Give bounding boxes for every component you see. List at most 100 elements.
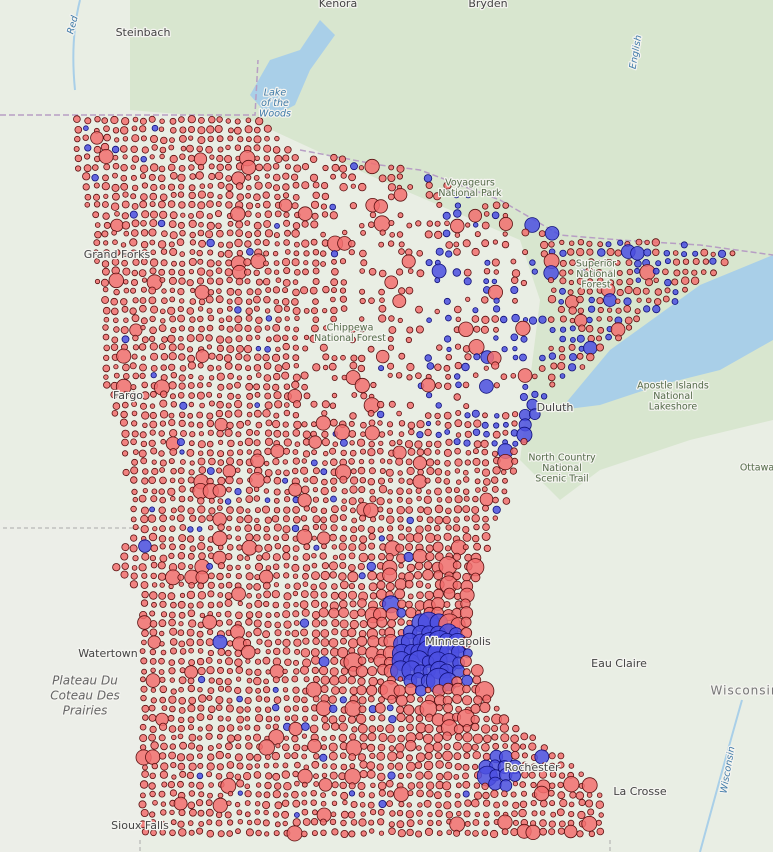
precinct-dot (557, 761, 565, 769)
precinct-dot (272, 563, 280, 571)
precinct-dot (368, 819, 375, 826)
precinct-dot (237, 725, 243, 731)
precinct-dot (254, 353, 262, 361)
precinct-dot (188, 440, 195, 447)
precinct-dot (197, 258, 204, 265)
precinct-dot (481, 421, 489, 429)
precinct-dot (596, 827, 605, 836)
precinct-dot (169, 829, 176, 837)
precinct-dot (635, 277, 641, 283)
precinct-dot (216, 601, 223, 608)
precinct-dot (186, 279, 194, 287)
precinct-dot (425, 583, 432, 589)
precinct-dot (312, 637, 320, 645)
precinct-dot (139, 792, 146, 799)
precinct-dot (227, 372, 234, 380)
precinct-dot (583, 340, 598, 356)
precinct-dot (224, 163, 232, 171)
precinct-dot (443, 587, 456, 600)
precinct-dot (351, 517, 358, 524)
precinct-dot (368, 419, 376, 427)
precinct-dot (311, 619, 321, 628)
precinct-dot (253, 135, 262, 144)
precinct-dot (673, 269, 681, 277)
precinct-dot (357, 646, 367, 656)
precinct-dot (406, 828, 414, 837)
precinct-dot (481, 486, 488, 493)
precinct-dot (212, 550, 227, 565)
precinct-dot (170, 688, 177, 695)
precinct-dot (148, 476, 157, 485)
precinct-dot (226, 457, 235, 466)
precinct-dot (198, 675, 206, 684)
precinct-dot (226, 543, 234, 551)
precinct-dot (406, 694, 415, 703)
precinct-dot (187, 126, 195, 134)
precinct-dot (149, 192, 158, 201)
precinct-dot (283, 239, 290, 246)
precinct-dot (225, 572, 232, 579)
precinct-dot (681, 251, 688, 258)
precinct-dot (717, 249, 727, 258)
precinct-dot (568, 269, 574, 275)
precinct-dot (303, 334, 310, 340)
precinct-dot (291, 229, 300, 238)
precinct-dot (700, 248, 709, 257)
precinct-dot (141, 277, 148, 283)
precinct-dot (140, 440, 148, 448)
precinct-dot (320, 619, 328, 627)
precinct-dot (131, 202, 139, 210)
precinct-dot (168, 220, 177, 229)
precinct-dot (245, 658, 251, 664)
precinct-dot (462, 544, 469, 551)
precinct-dot (273, 572, 280, 579)
precinct-dot (455, 409, 462, 416)
precinct-dot (528, 771, 536, 779)
precinct-dot (483, 544, 491, 553)
precinct-dot (405, 286, 414, 295)
precinct-dot (623, 297, 632, 306)
precinct-dot (520, 437, 528, 446)
precinct-dot (585, 324, 594, 333)
precinct-dot (159, 696, 167, 704)
precinct-dot (225, 581, 233, 589)
precinct-dot (309, 155, 318, 163)
precinct-dot (454, 763, 462, 771)
precinct-dot (453, 829, 461, 837)
precinct-dot (359, 288, 366, 295)
precinct-dot (262, 656, 271, 665)
precinct-dot (129, 238, 138, 247)
precinct-dot (159, 543, 166, 550)
precinct-dot (312, 277, 320, 285)
precinct-dot (93, 193, 101, 201)
precinct-dot (216, 307, 224, 314)
precinct-dot (139, 200, 148, 209)
precinct-dot (253, 269, 260, 276)
precinct-dot (463, 515, 470, 522)
precinct-dot (597, 241, 604, 248)
precinct-dot (178, 696, 187, 705)
precinct-dot (160, 742, 168, 751)
precinct-dot (331, 619, 340, 628)
precinct-dot (292, 193, 300, 201)
precinct-dot (245, 192, 252, 199)
precinct-dot (217, 383, 225, 391)
precinct-dot (130, 438, 137, 446)
precinct-dot (482, 523, 490, 531)
precinct-dot (159, 184, 166, 190)
precinct-dot (265, 648, 271, 655)
precinct-dot (256, 554, 263, 561)
precinct-dot (169, 296, 176, 303)
precinct-dot (198, 221, 204, 228)
precinct-dot (234, 288, 242, 296)
precinct-dot (301, 220, 309, 228)
precinct-dot (131, 269, 138, 277)
precinct-dot (510, 734, 519, 743)
precinct-dot (320, 629, 330, 638)
precinct-dot (311, 610, 321, 620)
precinct-dot (283, 620, 292, 629)
precinct-dot (281, 533, 290, 542)
precinct-dot (396, 487, 404, 495)
precinct-dot (188, 184, 196, 192)
precinct-dot (368, 297, 375, 305)
